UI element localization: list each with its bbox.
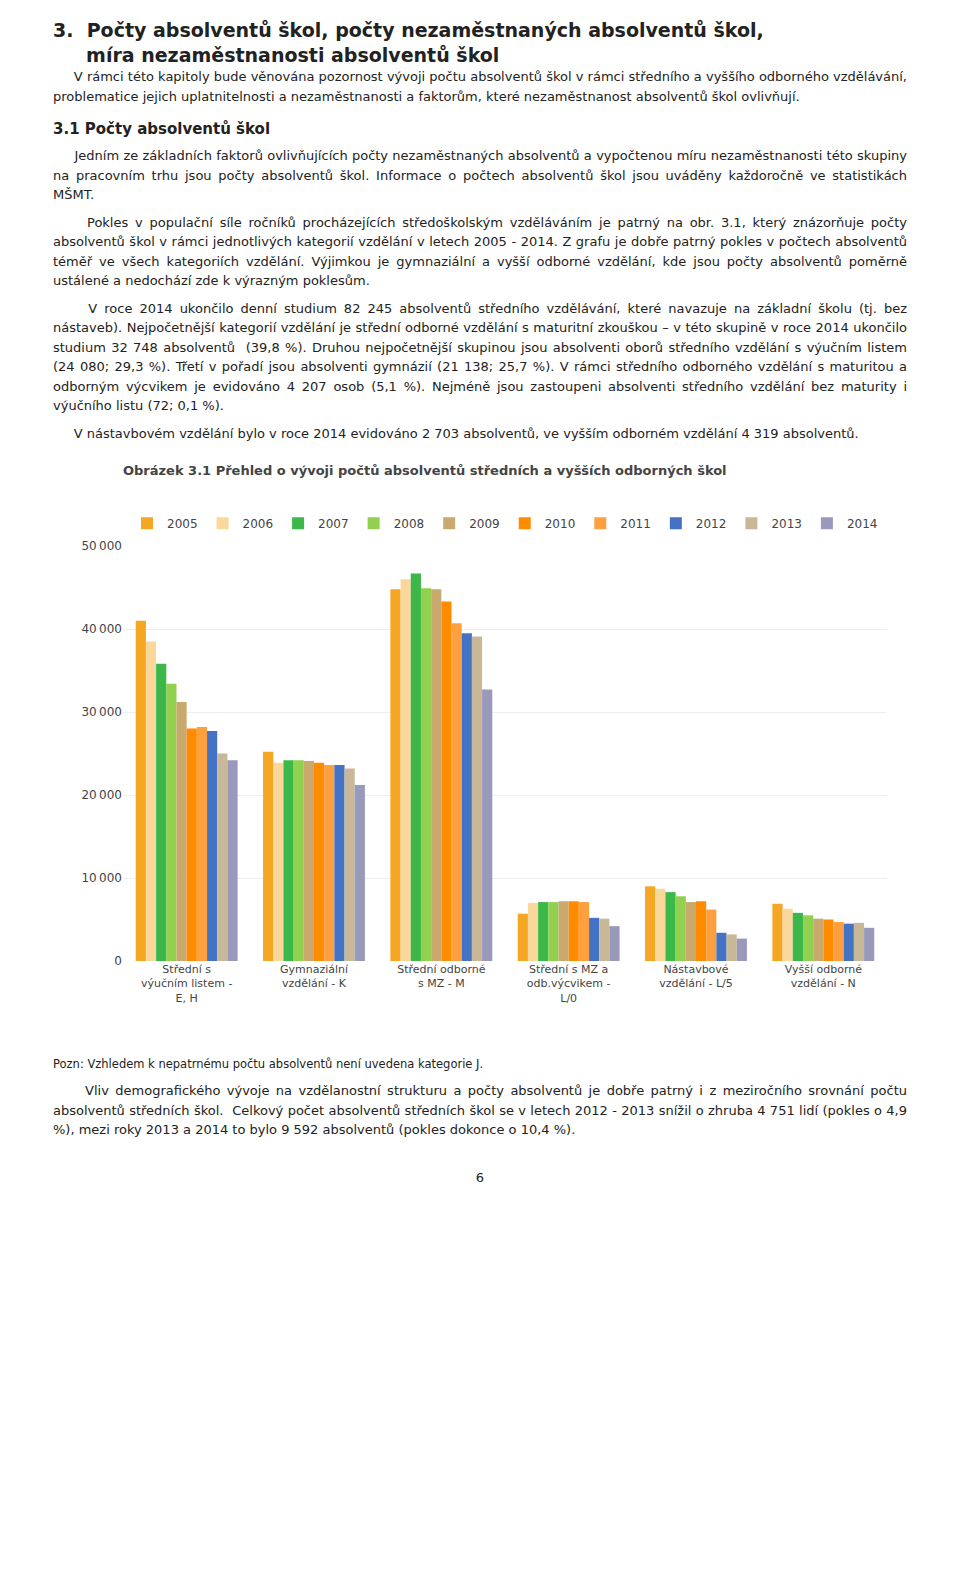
html-text:míra nezaměstnanosti absolvent: míra nezaměstnanosti absolventů škol <box>53 43 500 66</box>
svg-text:2005: 2005 <box>167 517 198 531</box>
svg-text:10 000: 10 000 <box>81 872 122 886</box>
svg-text:Střední odbornés MZ - M: Střední odbornés MZ - M <box>397 963 486 990</box>
svg-text:0: 0 <box>114 955 122 969</box>
svg-text:Obrázek 3.1 Přehled o vývoji p: Obrázek 3.1 Přehled o vývoji počtů absol… <box>123 463 727 478</box>
html-text:Vliv demografického vývoje na: Vliv demografického vývoje na vzdělanost… <box>53 1083 912 1138</box>
svg-text:Vyšší odbornévzdělání - N: Vyšší odbornévzdělání - N <box>785 963 862 990</box>
svg-text:40 000: 40 000 <box>81 623 122 637</box>
html-text:3.1 Počty absolventů škol: 3.1 Počty absolventů škol <box>53 120 270 139</box>
svg-text:2011: 2011 <box>620 517 651 531</box>
svg-text:30 000: 30 000 <box>81 706 122 720</box>
svg-text:Nástavbovévzdělání - L/5: Nástavbovévzdělání - L/5 <box>659 963 733 990</box>
svg-text:2012: 2012 <box>696 517 727 531</box>
svg-text:Gymnaziálnívzdělání - K: Gymnaziálnívzdělání - K <box>280 963 349 990</box>
html-text:6: 6 <box>475 1169 485 1185</box>
html-text:Pozn: Vzhledem k nepatrnému po: Pozn: Vzhledem k nepatrnému počtu absolv… <box>53 1057 484 1072</box>
svg-text:2008: 2008 <box>394 517 425 531</box>
svg-text:Střední s MZ aodb.výcvikem -L/: Střední s MZ aodb.výcvikem -L/0 <box>527 963 611 1005</box>
html-text:Jedním ze základních faktorů o: Jedním ze základních faktorů ovlivňující… <box>53 148 912 203</box>
svg-text:20 000: 20 000 <box>81 789 122 803</box>
svg-text:2006: 2006 <box>243 517 274 531</box>
svg-text:50 000: 50 000 <box>81 540 122 554</box>
svg-text:2009: 2009 <box>469 517 500 531</box>
svg-text:2010: 2010 <box>545 517 576 531</box>
html-text:3. Počty absolventů škol, počt: 3. Počty absolventů škol, počty nezaměst… <box>53 19 764 41</box>
svg-text:2014: 2014 <box>847 517 878 531</box>
svg-text:Střední svýučním listem -E, H: Střední svýučním listem -E, H <box>141 963 232 1005</box>
html-text:V rámci této kapitoly bude věn: V rámci této kapitoly bude věnována pozo… <box>53 69 912 104</box>
html-text:Pokles v populační síle ročník: Pokles v populační síle ročníků procháze… <box>53 214 912 289</box>
svg-text:2007: 2007 <box>318 517 349 531</box>
html-text:V nástavbovém vzdělání bylo v: V nástavbovém vzdělání bylo v roce 2014 … <box>53 425 859 441</box>
svg-text:2013: 2013 <box>771 517 802 531</box>
html-text:V roce 2014 ukončilo denní stu: V roce 2014 ukončilo denní studium 82 24… <box>53 300 912 414</box>
